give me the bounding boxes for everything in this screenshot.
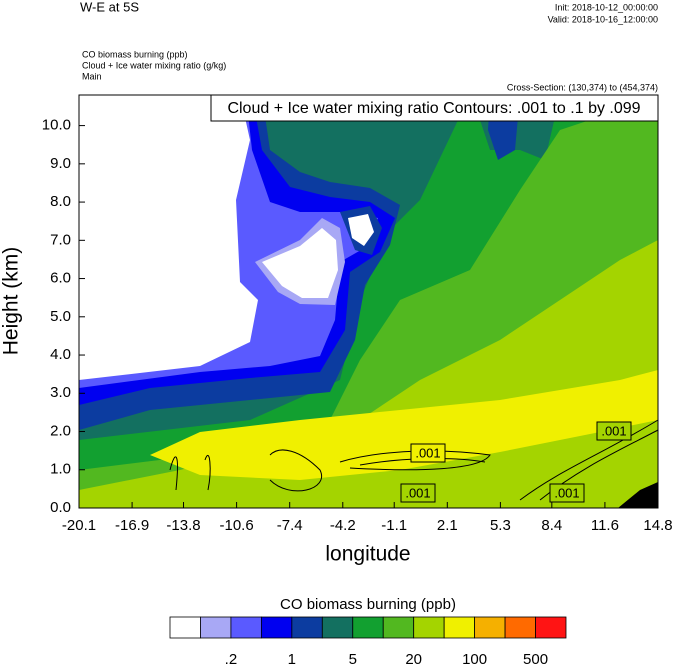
contour-label-box [596,421,632,441]
colorbar-swatch [535,616,567,639]
contour-label: .001 [554,485,579,500]
contour-line [269,449,323,492]
contour-label-box [400,483,436,503]
contour-line [519,419,659,501]
contour-label: .001 [415,445,440,460]
x-tick-label: -1.1 [381,517,407,534]
colorbar-label: 500 [523,651,548,667]
field-name: Main [82,71,102,81]
colorbar-label: 5 [349,651,357,667]
y-axis-title: Height (km) [0,247,23,356]
colorbar-label: 100 [462,651,487,667]
colorbar-swatch [260,616,293,639]
y-tick-label: 6.0 [50,270,71,287]
plot-frame [78,94,659,509]
x-tick-label: 14.8 [643,517,672,534]
field-name: Cloud + Ice water mixing ratio (g/kg) [82,60,226,70]
colorbar-swatch [352,616,384,639]
plot-area [79,95,659,508]
x-tick-label: -7.4 [277,517,303,534]
y-tick-label: 4.0 [50,346,71,363]
contour-line [204,455,211,491]
x-tick-label: 2.1 [437,517,458,534]
colorbar-swatch [443,616,476,639]
colorbar-swatch [321,616,354,639]
x-tick-label: -4.2 [330,517,356,534]
colorbar-swatch [504,616,536,639]
colorbar-swatch [382,616,415,639]
x-axis-title: longitude [325,543,410,566]
filled-region [79,95,258,380]
colorbar-swatch [413,616,445,639]
colorbar-label: 20 [405,651,422,667]
note-box [210,94,659,122]
x-tick-label: -10.6 [220,517,254,534]
terrain [618,482,658,508]
y-tick-label: 10.0 [42,117,71,134]
y-tick-label: 1.0 [50,461,71,478]
y-tick-label: 3.0 [50,384,71,401]
x-tick-label: 8.4 [541,517,562,534]
colorbar-swatch [200,616,232,639]
colorbar-title: CO biomass burning (ppb) [280,596,456,613]
field-name: CO biomass burning (ppb) [82,49,188,59]
y-tick-label: 9.0 [50,155,71,172]
y-tick-label: 0.0 [50,499,71,516]
contour-label: .001 [405,485,430,500]
contour-label-box [410,443,446,463]
cross-section: Cross-Section: (130,374) to (454,374) [507,82,658,92]
y-tick-label: 2.0 [50,422,71,439]
filled-region [262,228,338,298]
filled-region [150,370,658,480]
contour-line [339,450,491,471]
colorbar-swatch [291,616,323,639]
init-time: Init: 2018-10-12_00:00:00 [555,2,658,12]
valid-time: Valid: 2018-10-16_12:00:00 [548,14,658,24]
chart-title: W-E at 5S [80,0,139,14]
contour-line [169,456,178,491]
colorbar-swatch [474,616,506,639]
x-tick-label: -20.1 [62,517,96,534]
x-tick-label: -16.9 [115,517,149,534]
y-tick-label: 7.0 [50,231,71,248]
contour-label-box [549,483,585,503]
y-tick-label: 5.0 [50,308,71,325]
colorbar-label: 1 [288,651,296,667]
contour-label: .001 [601,423,626,438]
x-tick-label: -13.8 [166,517,200,534]
colorbar-swatch [230,616,262,639]
colorbar-label: .2 [225,651,238,667]
colorbar-swatch [169,616,201,639]
filled-region [348,214,374,246]
x-tick-label: 5.3 [490,517,511,534]
contour-note: Cloud + Ice water mixing ratio Contours:… [227,100,640,117]
x-tick-label: 11.6 [591,517,619,534]
y-tick-label: 8.0 [50,193,71,210]
